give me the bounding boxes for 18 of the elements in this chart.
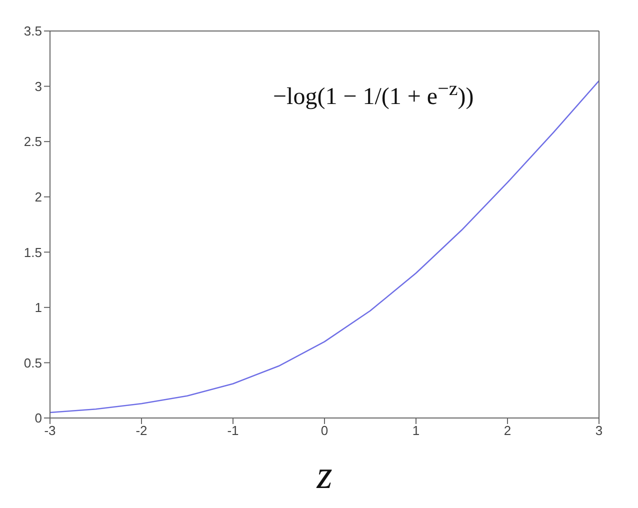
x-tick-label: 0 — [320, 423, 328, 438]
y-tick-label: 0.5 — [24, 355, 42, 370]
y-tick-label: 2.5 — [24, 134, 42, 150]
x-tick-label: -3 — [44, 423, 56, 438]
line-series — [50, 80, 599, 414]
annotation: −log(1 − 1/(1 + e$^{−z}$)) — [273, 78, 474, 111]
x-tick-label: 2 — [504, 423, 512, 438]
y-tick-label: 3 — [34, 78, 42, 94]
y-tick-label: 0 — [34, 410, 42, 426]
x-axis-title: z — [316, 452, 333, 497]
y-tick-label: 3.5 — [24, 24, 42, 39]
x-tick-label: -2 — [136, 423, 148, 438]
y-tick-label: 1 — [34, 300, 42, 316]
y-tick-label: 1.5 — [24, 244, 42, 260]
x-tick-label: 3 — [595, 423, 603, 438]
x-tick-label: 1 — [412, 423, 420, 438]
x-tick-label: -1 — [227, 423, 239, 438]
y-tick-label: 2 — [34, 189, 42, 204]
